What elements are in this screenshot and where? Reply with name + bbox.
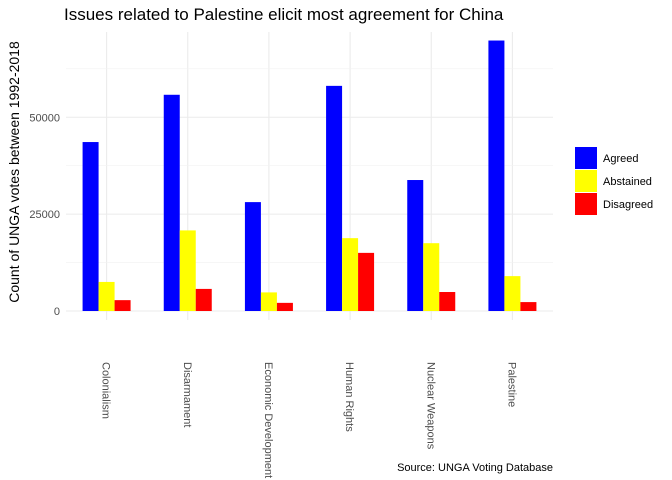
bar-abstained-1	[179, 230, 196, 311]
bar-agreed-2	[244, 202, 261, 311]
x-tick-label: Colonialism	[100, 362, 112, 419]
legend-label-disagreed: Disagreed	[603, 199, 653, 211]
chart-title: Issues related to Palestine elicit most …	[64, 5, 504, 24]
bar-disagreed-0	[114, 300, 131, 311]
bar-disagreed-4	[439, 292, 456, 311]
x-tick-label: Economic Development	[262, 362, 274, 478]
x-tick-label: Palestine	[505, 362, 517, 407]
bar-agreed-1	[163, 94, 180, 312]
bar-agreed-4	[407, 180, 424, 311]
y-tick-label: 50000	[29, 112, 60, 124]
grid	[66, 32, 553, 320]
bar-agreed-5	[488, 40, 505, 312]
bar-disagreed-3	[358, 252, 375, 311]
bar-disagreed-1	[195, 288, 212, 311]
y-axis-label: Count of UNGA votes between 1992-2018	[6, 41, 22, 303]
bar-abstained-5	[504, 276, 521, 311]
x-tick-label: Human Rights	[343, 362, 355, 432]
legend-swatch-disagreed	[575, 193, 597, 215]
bar-disagreed-5	[520, 302, 537, 311]
bar-abstained-4	[423, 243, 440, 311]
legend-swatch-agreed	[575, 147, 597, 169]
bar-agreed-3	[326, 85, 343, 311]
bar-agreed-0	[82, 142, 99, 311]
y-tick-label: 25000	[29, 209, 60, 221]
bar-abstained-0	[98, 281, 115, 311]
x-tick-label: Nuclear Weapons	[424, 362, 436, 450]
legend: Agreed Abstained Disagreed	[575, 147, 653, 215]
bars	[82, 40, 537, 312]
x-tick-label: Disarmament	[181, 362, 193, 427]
bar-disagreed-2	[276, 302, 293, 311]
y-axis-ticks: 0 25000 50000	[29, 112, 60, 318]
y-tick-label: 0	[54, 306, 60, 318]
legend-swatch-abstained	[575, 170, 597, 192]
legend-label-agreed: Agreed	[603, 153, 638, 165]
chart-caption: Source: UNGA Voting Database	[397, 462, 553, 474]
x-axis-ticks: Colonialism Disarmament Economic Developme…	[100, 362, 518, 478]
legend-label-abstained: Abstained	[603, 176, 652, 188]
bar-abstained-2	[260, 292, 277, 311]
bar-abstained-3	[342, 238, 359, 311]
